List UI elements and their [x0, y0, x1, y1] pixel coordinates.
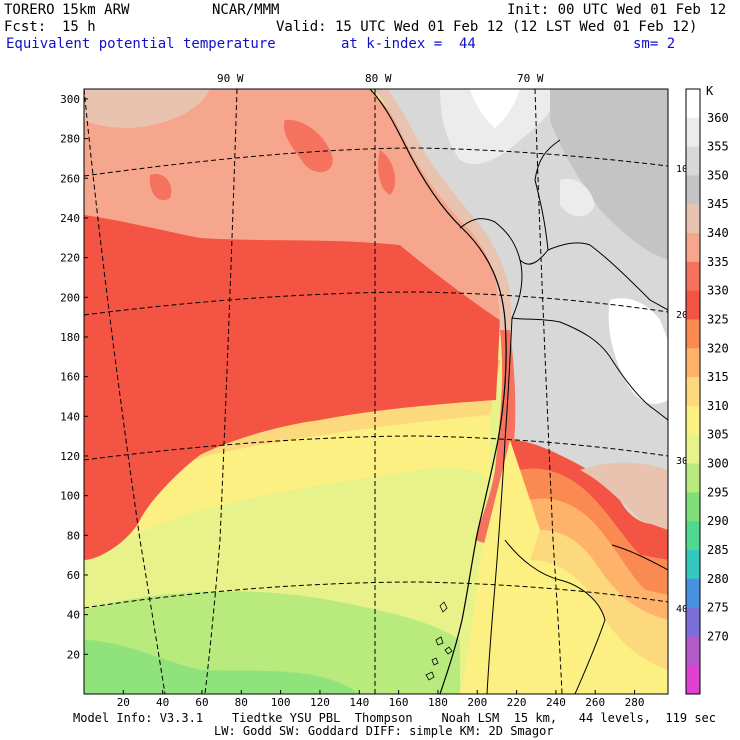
colorbar-level: 275 — [707, 601, 729, 615]
x-tick-label: 40 — [156, 696, 169, 709]
colorbar-swatch — [686, 492, 700, 522]
colorbar-swatch — [686, 319, 700, 349]
colorbar-swatch — [686, 463, 700, 493]
colorbar-swatch — [686, 117, 700, 148]
forecast-hour: 15 h — [62, 19, 96, 35]
colorbar-swatch — [686, 405, 700, 436]
colorbar-swatch — [686, 665, 700, 695]
y-tick-label: 260 — [60, 172, 80, 185]
colorbar-swatch — [686, 233, 700, 263]
colorbar-level: 315 — [707, 370, 729, 384]
model-center: NCAR/MMM — [212, 2, 280, 18]
colorbar-swatch — [686, 204, 700, 234]
x-tick-label: 100 — [271, 696, 291, 709]
y-tick-label: 240 — [60, 212, 80, 225]
y-tick-label: 220 — [60, 252, 80, 265]
x-tick-label: 20 — [117, 696, 130, 709]
model-resolution: 15km ARW — [62, 2, 130, 18]
colorbar-swatch — [686, 521, 700, 551]
x-tick-label: 280 — [625, 696, 645, 709]
colorbar-level: 310 — [707, 399, 729, 413]
y-tick-label: 200 — [60, 291, 80, 304]
model-name: TORERO — [4, 2, 55, 18]
x-tick-label: 160 — [389, 696, 409, 709]
colorbar-level: 330 — [707, 284, 729, 298]
colorbar-swatch — [686, 89, 700, 119]
colorbar-swatch — [686, 434, 700, 465]
y-tick-label: 100 — [60, 490, 80, 503]
colorbar-level: 335 — [707, 255, 729, 269]
x-tick-label: 60 — [195, 696, 208, 709]
y-tick-label: 60 — [67, 569, 80, 582]
colorbar-level: 280 — [707, 572, 729, 586]
colorbar-level: 295 — [707, 485, 729, 499]
colorbar-swatch — [686, 377, 700, 407]
x-tick-label: 180 — [428, 696, 448, 709]
x-tick-label: 200 — [467, 696, 487, 709]
x-tick-label: 240 — [546, 696, 566, 709]
x-axis: 20 40 60 80 100 120 140 160 180 200 220 240 260 280 — [117, 690, 645, 709]
colorbar-level: 305 — [707, 428, 729, 442]
model-info: Model Info: V3.3.1 Tiedtke YSU PBL Thomp… — [73, 711, 716, 725]
colorbar-level: 300 — [707, 457, 729, 471]
colorbar-level: 355 — [707, 140, 729, 154]
y-tick-label: 180 — [60, 331, 80, 344]
colorbar-level: 360 — [707, 111, 729, 125]
colorbar-level: 350 — [707, 168, 729, 182]
colorbar-level: 290 — [707, 514, 729, 528]
x-tick-label: 120 — [310, 696, 330, 709]
vertical-level: at k-index = 44 — [341, 36, 476, 52]
valid-time: Valid: 15 UTC Wed 01 Feb 12 (12 LST Wed … — [276, 19, 698, 35]
y-tick-label: 140 — [60, 410, 80, 423]
y-tick-label: 80 — [67, 529, 80, 542]
y-tick-label: 300 — [60, 93, 80, 106]
colorbar-level: 325 — [707, 312, 729, 326]
lon-label-90w: 90 W — [217, 72, 244, 85]
field-name: Equivalent potential temperature — [6, 36, 276, 52]
y-tick-label: 20 — [67, 648, 80, 661]
colorbar-unit: K — [706, 84, 714, 98]
colorbar-swatch — [686, 578, 700, 609]
physics-info: LW: Godd SW: Goddard DIFF: simple KM: 2D… — [214, 724, 554, 738]
colorbar: K 360 355 350 345 340 335 330 325 320 315 310 305 30… — [685, 84, 729, 695]
colorbar-level: 270 — [707, 629, 729, 643]
colorbar-swatch — [686, 146, 700, 176]
x-tick-label: 220 — [507, 696, 527, 709]
colorbar-level: 345 — [707, 197, 729, 211]
colorbar-swatch — [686, 175, 700, 205]
colorbar-swatch — [686, 348, 700, 378]
y-tick-label: 160 — [60, 371, 80, 384]
colorbar-level: 285 — [707, 543, 729, 557]
y-axis: 20 40 60 80 100 120 140 160 180 200 220 240 260 280 30… — [60, 93, 88, 661]
colorbar-swatch — [686, 607, 700, 637]
y-tick-label: 280 — [60, 133, 80, 146]
x-tick-label: 140 — [349, 696, 369, 709]
colorbar-swatch — [686, 261, 700, 292]
colorbar-swatch — [686, 549, 700, 580]
colorbar-swatch — [686, 290, 700, 320]
lon-label-80w: 80 W — [365, 72, 392, 85]
colorbar-frame — [685, 88, 701, 695]
x-tick-label: 80 — [235, 696, 248, 709]
lon-label-70w: 70 W — [517, 72, 544, 85]
temperature-field — [84, 89, 668, 694]
colorbar-level: 320 — [707, 341, 729, 355]
smoothing-value: sm= 2 — [633, 36, 676, 52]
map-frame — [83, 88, 669, 695]
forecast-label: Fcst: — [4, 19, 47, 35]
colorbar-level: 340 — [707, 226, 729, 240]
x-tick-label: 260 — [585, 696, 605, 709]
y-tick-label: 120 — [60, 450, 80, 463]
y-tick-label: 40 — [67, 609, 80, 622]
init-time: Init: 00 UTC Wed 01 Feb 12 — [507, 2, 727, 18]
colorbar-swatch — [686, 636, 700, 666]
